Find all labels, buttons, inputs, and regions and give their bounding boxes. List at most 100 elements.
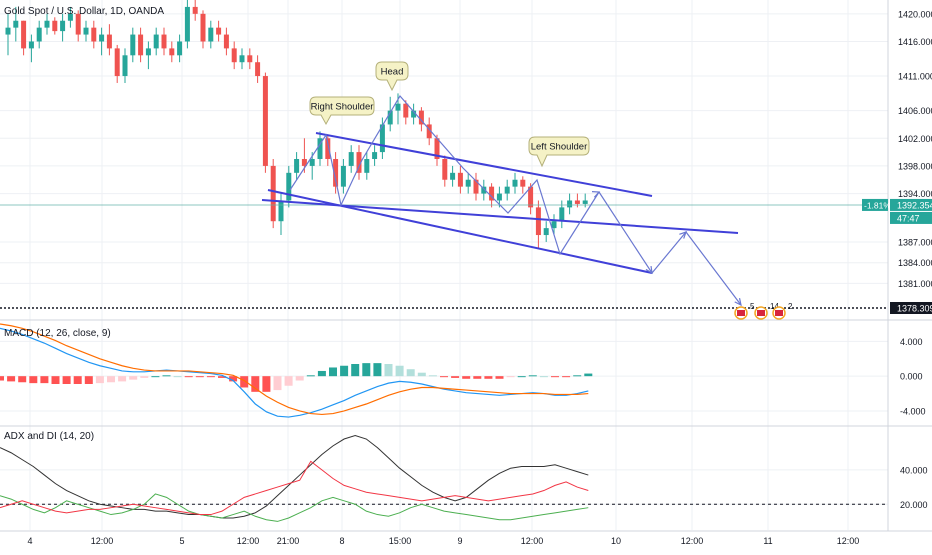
macd-histogram-bar (95, 376, 104, 384)
macd-histogram-bar (573, 375, 582, 377)
candle-body (153, 34, 159, 49)
arrow-head-icon (591, 191, 601, 198)
candle-body (21, 20, 27, 49)
candle-body (543, 228, 549, 236)
macd-histogram-bar (140, 376, 149, 378)
macd-histogram-bar (73, 376, 82, 384)
right-shoulder-callout: Right Shoulder (309, 96, 375, 126)
macd-histogram-bar (195, 376, 204, 378)
candle-body (379, 124, 385, 153)
macd-histogram-bar (340, 365, 349, 377)
candle-body (223, 34, 229, 49)
candle-body (270, 165, 276, 222)
macd-histogram-bar (506, 376, 515, 378)
candle-body (52, 20, 58, 32)
candle-body (411, 110, 417, 118)
di-minus-line (0, 460, 589, 516)
macd-histogram-bar (218, 376, 226, 378)
macd-axis-label: -4.000 (900, 406, 926, 416)
price-change-label: -1.81% (864, 200, 891, 210)
candle-body (418, 110, 424, 125)
macd-histogram-bar (7, 376, 16, 382)
candle-body (177, 41, 183, 56)
candle-body (528, 186, 534, 208)
macd-histogram-bar (351, 364, 360, 377)
macd-histogram-bar (262, 376, 271, 392)
arrow-head-icon (734, 298, 742, 307)
candle-body (340, 165, 346, 187)
macd-histogram-bar (451, 376, 460, 378)
macd-axis-label: 4.000 (900, 337, 923, 347)
candle-body (356, 152, 362, 173)
candle-body (83, 27, 89, 35)
candle-body (75, 13, 81, 35)
macd-histogram-bar (462, 376, 471, 379)
candle-body (208, 27, 214, 42)
macd-histogram-bar (306, 375, 315, 377)
lower-channel-trendline (267, 189, 653, 274)
price-axis-label: 1387.000 (898, 237, 932, 247)
countdown-label: 47:47 (897, 213, 920, 223)
macd-histogram-bar (251, 376, 260, 392)
candle-body (465, 179, 471, 187)
price-axis-label: 1411.000 (898, 72, 932, 82)
time-axis-label: 12:00 (237, 536, 260, 546)
candle-body (161, 34, 167, 49)
price-axis-label: 1398.000 (898, 161, 932, 171)
price-axis-label: 1381.000 (898, 279, 932, 289)
candle-body (60, 20, 66, 32)
macd-histogram-bar (118, 376, 127, 382)
price-axis-label: 1406.000 (898, 106, 932, 116)
candle-body (5, 27, 11, 35)
event-count: 2 (788, 302, 793, 311)
candle-body (551, 221, 557, 229)
macd-histogram-bar (362, 363, 371, 377)
time-axis-label: 12:00 (91, 536, 114, 546)
candle-body (262, 76, 268, 166)
macd-histogram-bar (184, 376, 193, 378)
candle-body (36, 27, 42, 42)
head-shoulders-zigzag (289, 94, 600, 256)
dashed-level-tag (890, 302, 932, 314)
time-axis-label: 5 (179, 536, 184, 546)
candle-body (496, 193, 502, 201)
candle-body (520, 179, 526, 187)
candle-body (294, 159, 300, 173)
candle-body (301, 159, 307, 166)
price-axis-label: 1416.000 (898, 37, 932, 47)
arrow-head-icon (679, 231, 687, 239)
time-axis-label: 8 (339, 536, 344, 546)
adx-line (0, 435, 589, 519)
candle-body (122, 55, 128, 77)
left-shoulder-callout: Left Shoulder (528, 136, 590, 168)
candle-body (255, 62, 261, 77)
macd-histogram-bar (284, 376, 293, 386)
event-count: 14 (770, 302, 779, 311)
time-axis-label: 11 (763, 536, 772, 546)
candle-body (574, 200, 580, 204)
candle-body (442, 159, 448, 180)
candle-body (450, 172, 456, 180)
candle-body (364, 159, 370, 173)
candle-body (387, 110, 393, 125)
macd-histogram-bar (517, 376, 526, 378)
head-callout: Head (375, 61, 409, 92)
candle-body (286, 172, 292, 201)
macd-histogram-bar (551, 376, 559, 378)
macd-histogram-bar (473, 376, 482, 379)
time-axis-label: 12:00 (837, 536, 860, 546)
macd-histogram-bar (373, 363, 382, 377)
candle-body (239, 55, 245, 63)
signal-line (0, 323, 589, 416)
callout-bubble (375, 61, 409, 92)
macd-histogram-bar (484, 376, 493, 379)
candle-body (504, 186, 510, 194)
projection-path (598, 191, 742, 306)
macd-line (0, 327, 589, 418)
price-axis-label: 1384.000 (898, 258, 932, 268)
time-axis-label: 12:00 (521, 536, 544, 546)
event-count: 5 (750, 302, 755, 311)
candle-body (99, 34, 105, 42)
